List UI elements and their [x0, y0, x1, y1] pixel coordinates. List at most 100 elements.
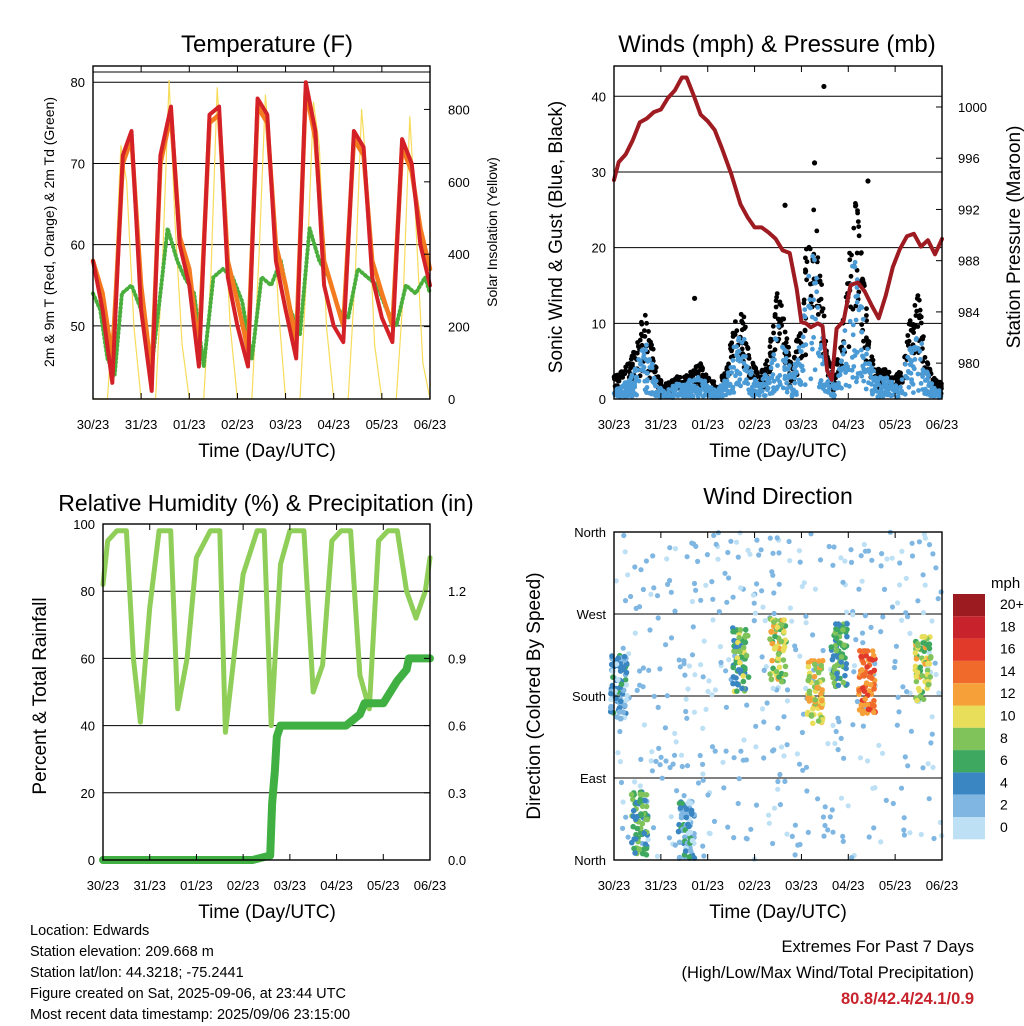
sonic-wind-point — [809, 314, 815, 320]
gust-point — [767, 344, 773, 350]
direction-point — [933, 565, 939, 571]
direction-point — [871, 703, 877, 709]
gust-point — [625, 361, 630, 367]
direction-point — [637, 791, 644, 798]
humidity-ytick-label: 80 — [81, 584, 95, 599]
direction-point — [830, 829, 836, 835]
humidity-y2tick-label: 0.9 — [448, 651, 466, 666]
sonic-wind-point — [814, 275, 819, 281]
direction-point — [776, 550, 782, 556]
direction-point — [819, 697, 825, 704]
direction-point — [913, 678, 920, 685]
direction-point — [709, 744, 716, 750]
direction-point — [767, 636, 773, 642]
gust-point — [768, 339, 773, 344]
direction-point — [690, 624, 696, 630]
gust-point — [743, 324, 748, 330]
gust-point — [859, 322, 865, 327]
direction-point — [902, 754, 908, 760]
direction-point — [672, 546, 679, 552]
sonic-wind-point — [651, 375, 657, 381]
gust-point — [819, 309, 825, 314]
direction-point — [895, 600, 901, 606]
sonic-wind-point — [793, 389, 799, 395]
direction-point — [721, 785, 727, 791]
sonic-wind-point — [744, 364, 750, 370]
direction-point — [689, 540, 695, 546]
direction-point — [781, 714, 787, 720]
sonic-wind-point — [772, 336, 778, 342]
direction-point — [862, 613, 869, 619]
gust-point — [882, 367, 888, 372]
winds-pressure-chart: Winds (mph) & Pressure (mb) 0 10 20 30 40 980… — [546, 31, 1024, 462]
sonic-wind-point — [782, 364, 787, 370]
gust-point — [864, 306, 869, 312]
direction-point — [856, 707, 863, 713]
gust-point — [932, 377, 938, 383]
sonic-wind-point — [871, 368, 877, 374]
direction-point — [904, 689, 910, 695]
direction-point — [833, 647, 839, 654]
direction-point — [848, 547, 854, 553]
direction-point — [641, 846, 648, 852]
winds-ylabel: Sonic Wind & Gust (Blue, Black) — [546, 101, 567, 373]
gust-point — [817, 278, 823, 284]
sonic-wind-point — [654, 389, 659, 395]
direction-point — [738, 748, 744, 754]
direction-point — [679, 763, 685, 770]
direction-point — [739, 685, 745, 692]
direction-point — [787, 558, 793, 564]
direction-point — [796, 548, 803, 554]
direction-point — [700, 771, 706, 777]
sonic-wind-point — [799, 363, 805, 369]
direction-point — [883, 797, 889, 804]
sonic-wind-point — [846, 367, 852, 373]
direction-point — [815, 796, 821, 802]
sonic-wind-point — [702, 387, 708, 393]
direction-point — [615, 750, 621, 756]
sonic-wind-point — [812, 367, 818, 373]
gust-point — [853, 303, 859, 309]
sonic-wind-point — [647, 357, 652, 362]
direction-point — [773, 668, 780, 675]
gust-point — [802, 328, 808, 334]
sonic-wind-point — [841, 347, 847, 353]
gust-point — [694, 364, 699, 369]
direction-point — [675, 828, 682, 835]
direction-point — [827, 814, 833, 820]
direction-point — [618, 779, 625, 786]
direction-point — [871, 686, 877, 692]
direction-point — [928, 740, 934, 746]
sonic-wind-point — [922, 369, 928, 375]
sonic-wind-point — [916, 388, 921, 393]
gust-point — [674, 374, 680, 380]
sonic-wind-point — [809, 340, 815, 346]
speed-legend-swatch — [953, 794, 985, 817]
direction-point — [650, 825, 657, 831]
sonic-wind-point — [690, 394, 695, 399]
sonic-wind-point — [644, 378, 650, 384]
sonic-wind-point — [859, 347, 864, 353]
direction-point — [792, 822, 799, 828]
direction-point — [761, 719, 767, 725]
gust-point — [698, 362, 704, 368]
gust-point — [771, 330, 776, 336]
direction-point — [865, 758, 871, 764]
gust-point — [774, 291, 780, 296]
gust-point — [819, 282, 824, 287]
direction-point — [925, 761, 931, 767]
figure-created: Figure created on Sat, 2025-09-06, at 23… — [30, 986, 346, 1002]
direction-point — [878, 629, 884, 635]
sonic-wind-point — [898, 384, 903, 390]
gust-point — [894, 377, 900, 383]
direction-point — [745, 674, 752, 680]
direction-point — [884, 556, 890, 562]
temperature-plot-frame — [92, 65, 431, 400]
direction-point — [623, 814, 629, 820]
direction-point — [634, 825, 640, 832]
direction-point — [620, 825, 626, 832]
sonic-wind-point — [688, 386, 693, 392]
direction-point — [764, 700, 770, 706]
wind-direction-chart: Wind Direction North East South West North 30… — [524, 483, 1024, 923]
direction-point — [901, 832, 908, 838]
